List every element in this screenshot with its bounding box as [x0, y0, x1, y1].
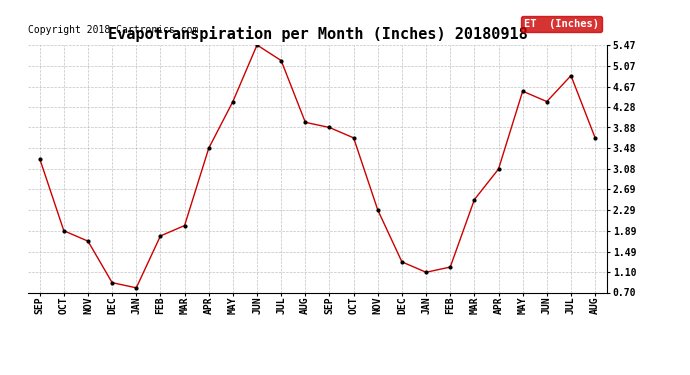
Text: Copyright 2018 Cartronics.com: Copyright 2018 Cartronics.com — [28, 25, 198, 35]
Title: Evapotranspiration per Month (Inches) 20180918: Evapotranspiration per Month (Inches) 20… — [108, 27, 527, 42]
Legend: ET  (Inches): ET (Inches) — [521, 15, 602, 32]
